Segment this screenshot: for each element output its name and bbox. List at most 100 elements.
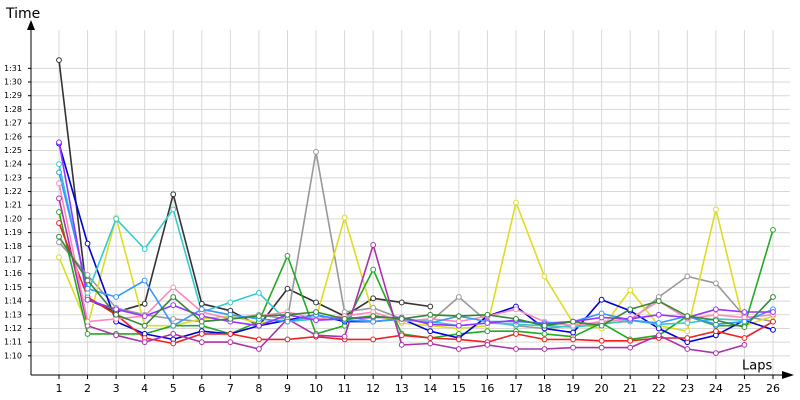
data-point [712, 280, 719, 287]
y-tick-label: 1:11 [4, 338, 22, 347]
data-point [113, 294, 120, 300]
data-point [770, 318, 776, 325]
data-point [655, 320, 662, 326]
data-point [198, 306, 205, 313]
data-point [770, 326, 776, 333]
data-point [370, 336, 377, 343]
data-point [570, 344, 576, 351]
data-point [84, 285, 91, 292]
data-point [770, 309, 776, 315]
data-point [684, 313, 691, 320]
data-point [684, 328, 691, 335]
data-point [56, 220, 62, 226]
data-point [741, 335, 748, 341]
data-point [484, 341, 491, 348]
data-point [741, 318, 748, 325]
x-tick-label: 23 [680, 382, 694, 395]
y-tick-label: 1:17 [4, 256, 22, 265]
data-point [770, 226, 776, 233]
data-point [741, 309, 748, 315]
data-point [141, 246, 148, 252]
data-point [455, 336, 462, 343]
data-point [141, 277, 148, 284]
y-tick-label: 1:12 [4, 324, 22, 333]
data-point [170, 315, 177, 322]
x-tick-label: 19 [566, 382, 580, 395]
data-point [598, 344, 605, 351]
y-tick-label: 1:14 [4, 297, 22, 306]
data-point [341, 214, 348, 221]
data-point [712, 350, 719, 356]
data-point [427, 328, 434, 335]
y-tick-label: 1:27 [4, 119, 22, 128]
y-tick-label: 1:26 [4, 132, 22, 141]
data-point [455, 313, 462, 320]
data-point [56, 161, 62, 168]
x-tick-label: 12 [366, 382, 380, 395]
y-tick-label: 1:25 [4, 146, 22, 155]
data-point [455, 294, 462, 300]
data-point [513, 306, 519, 313]
data-point [627, 337, 634, 344]
series-line [58, 222, 774, 345]
x-tick-label: 18 [538, 382, 552, 395]
data-point [56, 254, 62, 261]
data-point [484, 320, 491, 326]
data-point [141, 339, 148, 346]
data-point [198, 300, 205, 307]
x-tick-label: 11 [338, 382, 352, 395]
x-tick-label: 6 [198, 382, 205, 395]
x-tick-label: 14 [423, 382, 437, 395]
x-tick-label: 15 [452, 382, 466, 395]
x-tick-label: 7 [227, 382, 234, 395]
data-point [541, 331, 548, 337]
series-line [58, 142, 773, 327]
y-tick-label: 1:16 [4, 269, 22, 278]
x-tick-label: 22 [652, 382, 666, 395]
data-point [170, 302, 177, 309]
data-point [541, 322, 548, 329]
data-point [570, 329, 576, 336]
data-point [256, 322, 262, 329]
data-point [313, 148, 319, 155]
data-point [141, 322, 148, 329]
data-point [570, 336, 576, 343]
data-point [712, 311, 719, 318]
data-point [427, 311, 434, 318]
data-point [313, 317, 319, 324]
data-point [84, 277, 91, 284]
x-tick-label: 10 [309, 382, 323, 395]
x-tick-label: 13 [395, 382, 409, 395]
data-point [84, 331, 91, 337]
x-tick-label: 17 [509, 382, 523, 395]
data-point [655, 311, 662, 318]
data-point [455, 322, 462, 329]
x-axis-label: Laps [742, 359, 772, 374]
data-point [170, 340, 177, 347]
data-point [284, 336, 291, 343]
x-tick-label: 25 [737, 382, 751, 395]
data-point [684, 273, 691, 280]
data-point [84, 318, 91, 325]
data-point [398, 332, 405, 339]
y-tick-label: 1:18 [4, 242, 22, 251]
data-point [398, 315, 405, 322]
data-point [56, 180, 62, 187]
y-tick-label: 1:23 [4, 173, 22, 182]
y-tick-label: 1:24 [4, 160, 22, 169]
data-point [712, 306, 719, 313]
y-axis-arrow [27, 20, 35, 30]
data-point [370, 266, 377, 273]
data-point [741, 341, 748, 348]
data-point [56, 169, 62, 176]
data-point [370, 295, 377, 302]
data-point [655, 332, 662, 339]
y-axis-label: Time [5, 6, 40, 22]
data-point [198, 339, 205, 346]
x-tick-label: 3 [113, 382, 120, 395]
x-tick-label: 1 [56, 382, 63, 395]
data-point [113, 306, 120, 313]
data-point [427, 303, 434, 310]
data-point [712, 328, 719, 335]
data-point [455, 346, 462, 352]
